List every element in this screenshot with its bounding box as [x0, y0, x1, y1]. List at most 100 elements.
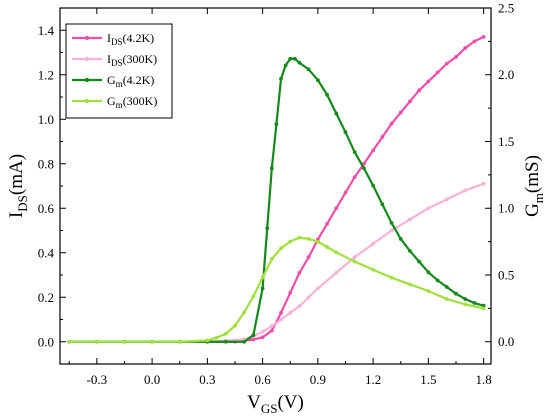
data-point	[315, 78, 320, 82]
legend-item: Gm(300K)	[72, 94, 157, 110]
series-line	[69, 57, 484, 343]
x-tick-label: -0.3	[87, 372, 108, 387]
axes: -0.3 0.0 0.3 0.6 0.9 1.2 1.5 1.8 0.0 0.2 0.4 0.6 0.8…	[6, 1, 546, 416]
data-point	[426, 206, 431, 211]
y-right-tick-label: 2.5	[498, 1, 514, 16]
data-point	[306, 255, 311, 260]
data-point	[306, 237, 311, 241]
y-left-tick-label: 1.2	[38, 67, 54, 82]
x-tick-label: 0.3	[199, 372, 215, 387]
data-point	[435, 70, 440, 75]
data-point	[251, 333, 256, 337]
data-point	[417, 88, 422, 93]
data-point	[177, 339, 182, 344]
data-point	[398, 110, 403, 115]
data-point	[463, 46, 468, 50]
data-point	[315, 286, 320, 291]
data-point	[426, 79, 431, 84]
data-point	[334, 111, 339, 116]
data-point	[454, 291, 458, 296]
y-right-tick-label: 1.0	[498, 201, 514, 216]
data-point	[389, 275, 394, 280]
data-point	[389, 121, 394, 126]
data-point	[283, 63, 288, 68]
data-point	[150, 339, 154, 344]
data-point	[408, 217, 412, 222]
data-point	[279, 76, 283, 81]
data-point	[122, 339, 127, 344]
y-left-tick-label: 0.2	[38, 290, 54, 305]
data-point	[251, 294, 256, 299]
data-point	[334, 250, 339, 255]
data-point	[269, 324, 274, 329]
data-point	[205, 338, 210, 343]
data-point	[435, 278, 440, 283]
y-right-tick-label: 0.5	[498, 267, 514, 282]
data-point	[362, 166, 366, 171]
data-point	[444, 197, 449, 202]
data-point	[297, 304, 302, 309]
data-point	[315, 239, 320, 244]
data-point	[251, 337, 256, 342]
data-point	[371, 183, 376, 188]
data-point	[94, 339, 99, 344]
data-point	[233, 323, 237, 328]
data-point	[380, 202, 385, 207]
data-point	[260, 329, 265, 334]
data-point	[481, 303, 486, 308]
data-point	[481, 181, 486, 186]
x-tick-label: 0.9	[310, 372, 326, 387]
data-point	[408, 282, 412, 287]
data-point	[325, 245, 329, 249]
legend-marker	[84, 98, 90, 104]
data-point	[279, 310, 283, 315]
x-tick-label: 0.6	[254, 372, 271, 387]
data-point	[297, 270, 302, 275]
y-right-tick-label: 1.5	[498, 134, 514, 149]
data-point	[325, 92, 329, 97]
data-point	[408, 249, 412, 253]
data-point	[260, 275, 265, 280]
y-left-tick-label: 1.4	[38, 23, 55, 38]
data-point	[223, 339, 228, 344]
y-left-tick-label: 0.8	[38, 156, 54, 171]
data-point	[352, 259, 357, 264]
series-line	[69, 236, 484, 343]
data-point	[481, 306, 486, 311]
data-point	[214, 335, 219, 340]
data-point	[444, 61, 449, 66]
data-point	[389, 221, 394, 225]
data-point	[306, 67, 311, 72]
y-left-tick-label: 0.0	[38, 334, 54, 349]
x-tick-label: 0.0	[144, 372, 160, 387]
x-tick-label: 1.5	[420, 372, 436, 387]
y-left-tick-label: 1.0	[38, 112, 54, 127]
data-point	[463, 297, 468, 301]
data-point	[260, 335, 265, 340]
x-axis-title: VGS(V)	[247, 392, 304, 416]
data-point	[444, 285, 449, 289]
data-point	[454, 55, 458, 59]
y-left-tick-label: 0.6	[38, 201, 55, 216]
data-point	[67, 339, 72, 344]
data-point	[426, 270, 431, 275]
data-point	[352, 255, 357, 260]
y-right-tick-label: 2.0	[498, 67, 514, 82]
data-point	[288, 56, 293, 61]
data-point	[343, 190, 348, 195]
data-point	[352, 175, 357, 180]
data-point	[444, 297, 449, 301]
data-point	[481, 35, 486, 39]
legend-label: IDS(300K)	[107, 52, 157, 68]
y-left-axis-title: IDS(mA)	[6, 154, 30, 218]
data-point	[417, 259, 422, 264]
legend-item: Gm(4.2K)	[72, 73, 154, 89]
data-point	[265, 226, 270, 231]
legend-box	[65, 23, 173, 119]
data-point	[242, 339, 247, 344]
data-point	[288, 310, 293, 315]
data-point	[288, 290, 293, 295]
legend-label: Gm(300K)	[107, 94, 157, 110]
legend-marker	[84, 35, 90, 41]
